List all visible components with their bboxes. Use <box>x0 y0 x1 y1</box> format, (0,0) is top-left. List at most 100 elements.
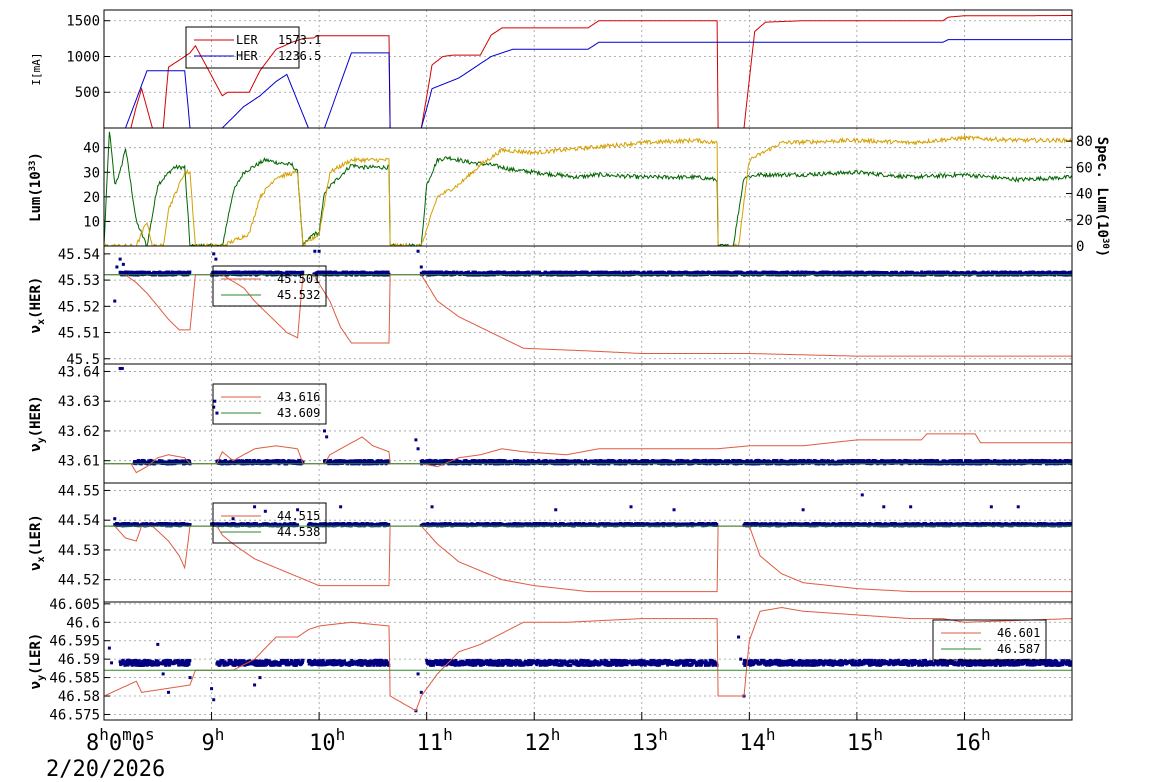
data-point <box>921 459 925 463</box>
data-point <box>712 459 716 463</box>
y-tick-label: 20 <box>83 190 100 206</box>
data-point <box>920 270 924 274</box>
data-point <box>838 270 842 274</box>
y-tick-label: 30 <box>83 165 100 181</box>
data-point <box>448 459 452 463</box>
y-right-axis-label-text: Spec. Lum(1030) <box>1094 137 1110 257</box>
data-point <box>607 461 611 465</box>
data-point <box>282 459 286 463</box>
data-point <box>566 459 570 463</box>
data-point <box>213 399 217 403</box>
data-point <box>115 265 119 269</box>
data-point <box>1028 270 1032 274</box>
data-point <box>113 299 117 303</box>
y-tick-label: 43.63 <box>58 394 100 410</box>
data-point <box>279 270 283 274</box>
legend-label: LER <box>236 33 258 47</box>
data-point <box>149 458 153 462</box>
data-point <box>176 522 180 526</box>
y-axis-label-text: νx(HER) <box>28 277 47 334</box>
data-point <box>1008 459 1012 463</box>
data-point <box>686 459 690 463</box>
y-right-axis-label: Spec. Lum(1030) <box>1094 137 1110 257</box>
data-point <box>467 270 471 274</box>
series-line-0 <box>104 274 1072 357</box>
data-point <box>982 461 986 465</box>
plot-area <box>104 493 1072 593</box>
data-point <box>994 270 998 274</box>
data-point <box>233 270 237 274</box>
data-point <box>613 459 617 463</box>
data-point <box>708 459 712 463</box>
data-point <box>325 435 329 439</box>
data-point <box>188 523 192 527</box>
series-line-0 <box>104 15 1072 128</box>
data-point <box>301 460 305 464</box>
data-point <box>334 459 338 463</box>
y-tick-label: 500 <box>75 85 100 101</box>
data-point <box>908 270 912 274</box>
data-point <box>936 459 940 463</box>
data-point <box>662 461 666 465</box>
data-point <box>749 459 753 463</box>
data-point <box>414 438 418 442</box>
data-point <box>641 272 645 276</box>
y-tick-label: 44.54 <box>58 513 100 529</box>
y-tick-label: 45.54 <box>58 247 100 263</box>
data-point <box>451 459 455 463</box>
data-point <box>738 458 742 462</box>
data-point <box>693 270 697 274</box>
data-point <box>1069 460 1072 464</box>
data-point <box>416 447 420 451</box>
data-point <box>354 459 358 463</box>
y-tick-label: 10 <box>83 214 100 230</box>
data-point <box>599 459 603 463</box>
data-point <box>1024 459 1028 463</box>
data-point <box>906 459 910 463</box>
data-point <box>642 270 646 274</box>
data-point <box>641 460 645 464</box>
y-right-tick-label: 80 <box>1076 134 1093 150</box>
data-point <box>702 270 706 274</box>
legend-value: 45.532 <box>277 288 320 302</box>
data-point <box>608 271 612 275</box>
data-point <box>121 262 125 266</box>
data-point <box>969 459 973 463</box>
data-point <box>570 270 574 274</box>
data-point <box>1054 459 1058 463</box>
data-point <box>929 458 933 462</box>
data-point <box>489 270 493 274</box>
y-axis-label: νx(HER) <box>28 277 47 334</box>
data-point <box>816 459 820 463</box>
data-point <box>118 257 122 261</box>
y-right-tick-label: 0 <box>1076 239 1084 255</box>
series-line-1 <box>104 39 1072 128</box>
y-tick-label: 45.5 <box>66 352 100 368</box>
data-point <box>473 459 477 463</box>
data-point <box>890 459 894 463</box>
data-point <box>470 459 474 463</box>
y-tick-label: 1500 <box>66 14 100 30</box>
data-point <box>518 459 522 463</box>
legend-value: 1573.1 <box>278 33 321 47</box>
data-point <box>993 459 997 463</box>
y-axis-label-text: I[mA] <box>30 52 43 85</box>
data-point <box>713 270 717 274</box>
data-point <box>900 270 904 274</box>
data-point <box>237 459 241 463</box>
y-tick-label: 44.53 <box>58 543 100 559</box>
y-axis-label: Lum(1033) <box>28 152 44 222</box>
data-point <box>376 459 380 463</box>
data-point <box>776 271 780 275</box>
data-point <box>235 270 239 274</box>
data-point <box>212 405 216 409</box>
data-point <box>711 461 715 465</box>
data-point <box>313 249 317 253</box>
y-tick-label: 43.62 <box>58 424 100 440</box>
data-point <box>440 459 444 463</box>
